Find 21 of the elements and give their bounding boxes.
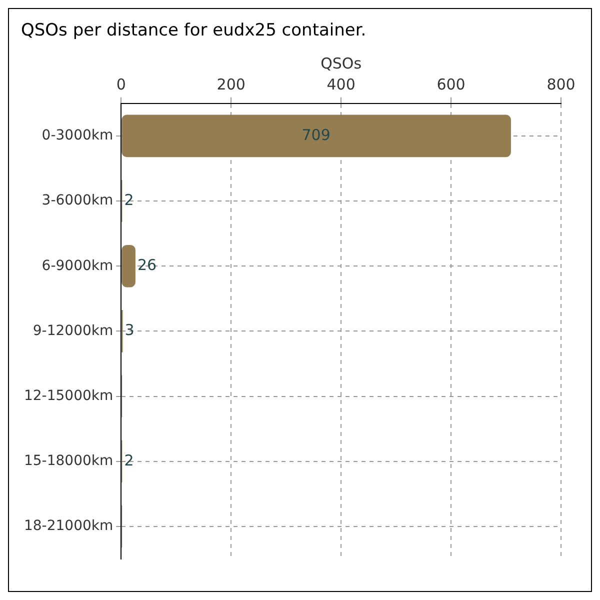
bar <box>122 114 511 158</box>
y-tick-label: 15-18000km <box>24 453 114 470</box>
y-tick-label: 3-6000km <box>42 192 114 209</box>
x-tick-label: 0 <box>116 75 126 94</box>
x-tick-label: 800 <box>546 75 576 94</box>
y-tick-label: 18-21000km <box>24 518 114 534</box>
data-label: 26 <box>137 256 157 274</box>
chart-title: QSOs per distance for eudx25 container. <box>21 20 366 41</box>
y-tick-label: 6-9000km <box>42 258 114 274</box>
y-tick-label: 0-3000km <box>42 128 114 144</box>
data-label: 2 <box>124 190 134 209</box>
data-label: 3 <box>124 321 134 340</box>
bar <box>122 244 136 288</box>
x-tick-label: 200 <box>216 75 246 94</box>
x-tick-label: 600 <box>436 75 466 94</box>
y-tick-label: 12-15000km <box>24 388 114 404</box>
x-axis-title: QSOs <box>320 54 362 72</box>
data-label: 2 <box>124 451 134 470</box>
y-tick-label: 9-12000km <box>32 322 114 339</box>
x-tick-label: 400 <box>326 75 356 94</box>
data-label: 709 <box>302 126 330 144</box>
